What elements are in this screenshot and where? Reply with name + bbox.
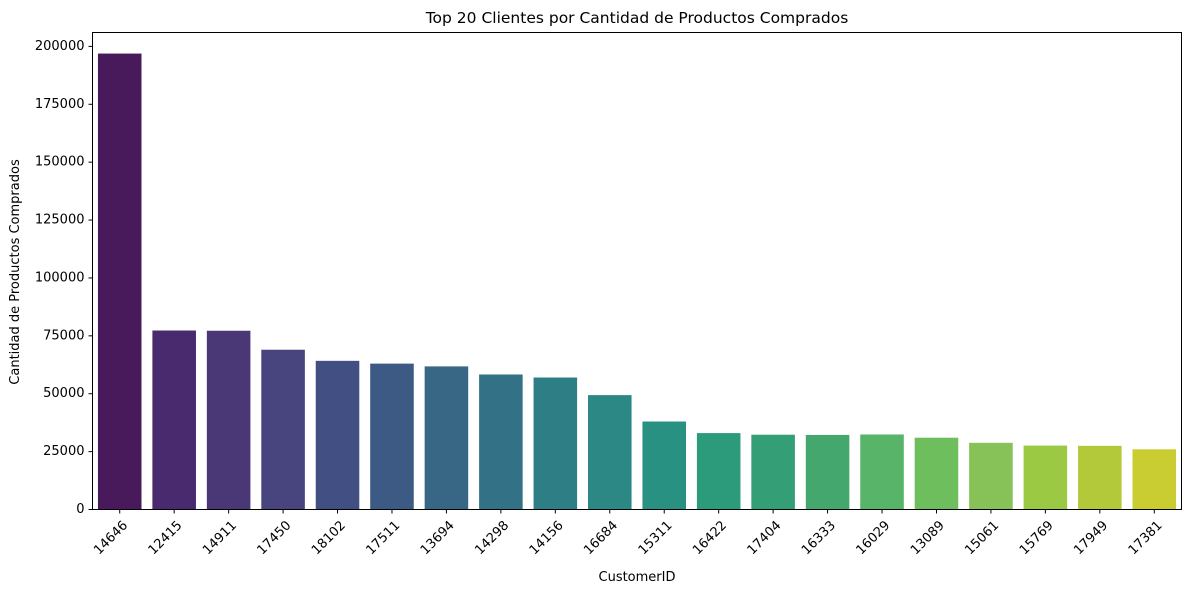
- x-tick-label: 15061: [962, 518, 1002, 558]
- x-tick-label: 17381: [1126, 518, 1166, 558]
- bar-17949: [1078, 445, 1122, 510]
- bar-16333: [805, 434, 850, 510]
- x-tick-label: 16029: [853, 518, 893, 558]
- x-tick-label: 17949: [1071, 518, 1111, 558]
- plot-area-frame: [92, 32, 1182, 510]
- x-tick-label: 15311: [636, 518, 676, 558]
- chart-title: Top 20 Clientes por Cantidad de Producto…: [425, 9, 849, 27]
- bar-16684: [587, 395, 632, 510]
- bar-16029: [860, 434, 904, 510]
- x-tick-label: 17404: [745, 518, 785, 558]
- x-tick-label: 15769: [1017, 518, 1057, 558]
- bar-17511: [370, 363, 414, 510]
- y-tick-label: 100000: [35, 270, 85, 285]
- bar-14298: [479, 374, 523, 510]
- y-tick-label: 75000: [43, 328, 84, 343]
- x-tick-label: 13694: [418, 518, 458, 558]
- bar-18102: [315, 360, 360, 510]
- x-tick-label: 16684: [581, 518, 621, 558]
- x-tick-label: 14911: [200, 518, 240, 558]
- x-tick-label: 13089: [908, 518, 948, 558]
- bar-14646: [97, 53, 142, 510]
- bar-14156: [533, 377, 578, 510]
- x-tick-label: 17450: [255, 518, 295, 558]
- x-tick-label: 14646: [91, 518, 131, 558]
- y-tick-label: 0: [76, 502, 84, 517]
- x-tick-label: 16422: [690, 518, 730, 558]
- y-axis-title: Cantidad de Productos Comprados: [8, 159, 23, 385]
- bar-13089: [914, 437, 959, 510]
- bar-14911: [206, 330, 251, 510]
- y-tick-label: 150000: [35, 155, 85, 170]
- bar-17450: [261, 349, 305, 510]
- bar-12415: [152, 330, 196, 510]
- x-axis-title: CustomerID: [599, 570, 676, 585]
- bar-17404: [751, 434, 795, 510]
- x-tick-label: 14156: [527, 518, 567, 558]
- y-tick-label: 50000: [43, 386, 84, 401]
- bar-15061: [969, 442, 1013, 510]
- x-tick-label: 17511: [363, 518, 403, 558]
- bar-16422: [696, 433, 741, 510]
- x-tick-label: 12415: [146, 518, 186, 558]
- y-axis-ticks: 0 25000 50000 75000 100000 125000 150000 175000…: [35, 39, 93, 517]
- x-tick-label: 14298: [472, 518, 512, 558]
- bars-group: [97, 53, 1177, 510]
- y-tick-label: 25000: [43, 444, 84, 459]
- bar-15769: [1023, 445, 1068, 510]
- bar-13694: [424, 366, 469, 510]
- x-tick-label: 16333: [799, 518, 839, 558]
- y-tick-label: 125000: [35, 213, 85, 228]
- x-tick-label: 18102: [309, 518, 349, 558]
- x-axis-ticks: 14646 12415 14911 17450 18102 17511 13694 14298…: [91, 509, 1166, 558]
- y-tick-label: 200000: [35, 39, 85, 54]
- bar-15311: [642, 421, 687, 510]
- y-tick-label: 175000: [35, 97, 85, 112]
- bar-17381: [1132, 449, 1177, 510]
